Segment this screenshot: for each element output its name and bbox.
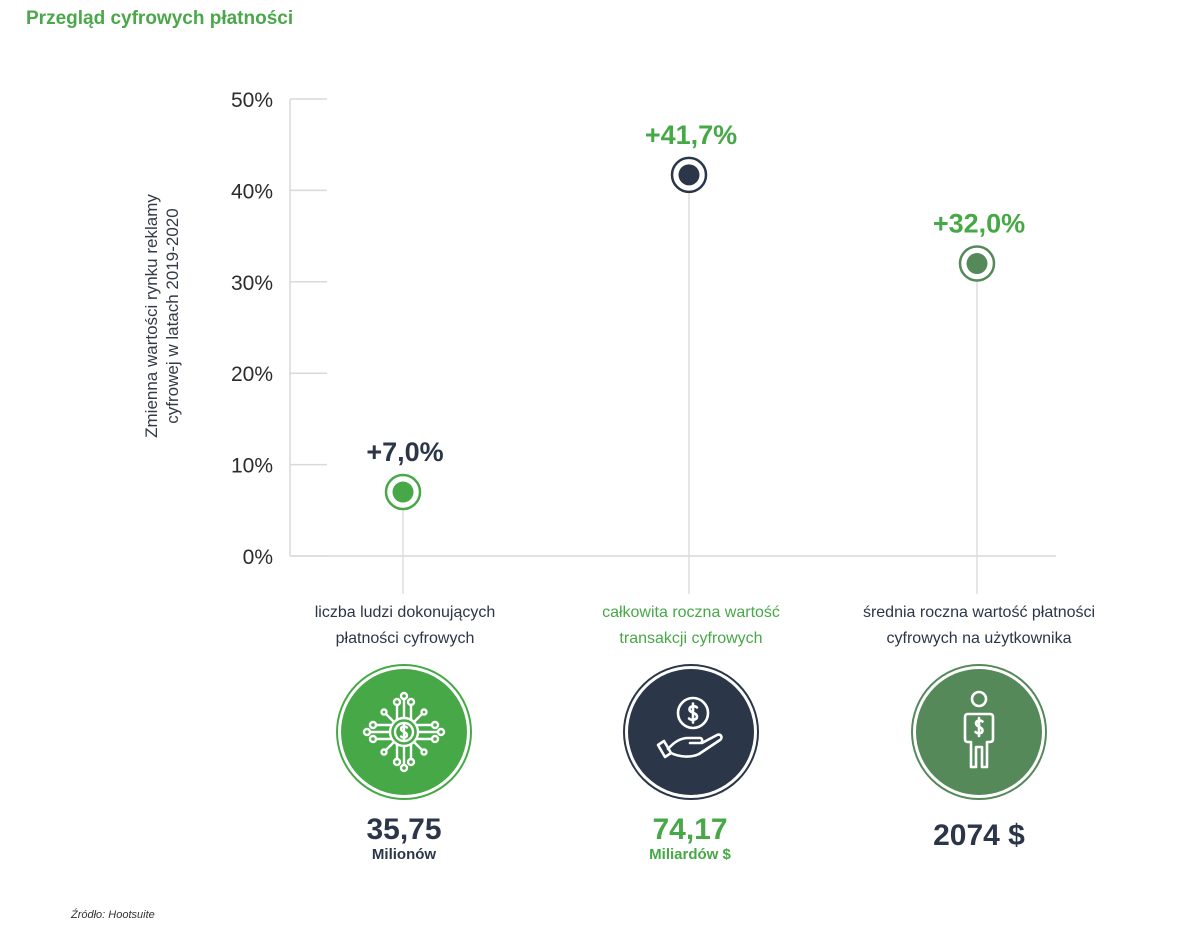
y-tick-label: 20% [231,363,273,386]
stat-unit: Miliardów $ [649,846,731,863]
stat-value: 74,17 [652,813,728,846]
y-tick-label: 50% [231,89,273,112]
y-tick-label: 10% [231,455,273,478]
category-label-people: liczba ludzi dokonujących płatności cyfr… [255,600,555,652]
category-label-line: płatności cyfrowych [335,630,475,647]
y-axis-title: Zmienna wartości rynku reklamy cyfrowej w… [142,194,182,438]
data-point [966,253,988,275]
y-tick-label: 40% [231,180,273,203]
y-axis-title-line: cyfrowej w latach 2019-2020 [163,208,182,423]
category-label-line: liczba ludzi dokonujących [314,604,496,621]
data-label: +32,0% [933,209,1025,239]
category-label-line: transakcji cyfrowych [619,630,763,647]
page-title: Przegląd cyfrowych płatności [26,8,294,29]
category-label-line: średnia roczna wartość płatności [862,604,1096,621]
category-label-transactions: całkowita roczna wartość transakcji cyfr… [541,600,841,652]
data-points: +7,0% +41,7% +32,0% [366,120,1025,594]
category-label-line: cyfrowych na użytkownika [886,630,1072,647]
stat-value: 35,75 [366,813,442,846]
data-label: +7,0% [366,437,443,467]
y-tick-label: 0% [243,546,273,569]
category-label-per-user: średnia roczna wartość płatności cyfrowy… [829,600,1129,652]
y-axis: 0% 10% 20% 30% 40% 50% [231,89,1056,569]
person-dollar-icon [911,664,1047,800]
y-tick-label: 30% [231,272,273,295]
data-point [678,164,700,186]
stat-value: 2074 $ [933,819,1025,852]
stat-per-user: 2074 $ [859,820,1099,852]
data-label: +41,7% [645,120,737,150]
hand-holding-coin-icon [623,664,759,800]
digital-dollar-network-icon [336,664,472,800]
stat-transactions: 74,17 Miliardów $ [570,814,810,864]
stat-people: 35,75 Milionów [284,814,524,864]
y-axis-title-line: Zmienna wartości rynku reklamy [142,194,161,438]
source-note: Źródło: Hootsuite [71,909,155,921]
category-label-line: całkowita roczna wartość [602,604,780,621]
chart: 0% 10% 20% 30% 40% 50% Zmienna wartości rynku… [142,89,1056,594]
data-point [392,481,414,503]
y-axis-title-text: Zmienna wartości rynku reklamy cyfrowej w… [142,194,182,438]
stat-unit: Milionów [371,846,437,863]
